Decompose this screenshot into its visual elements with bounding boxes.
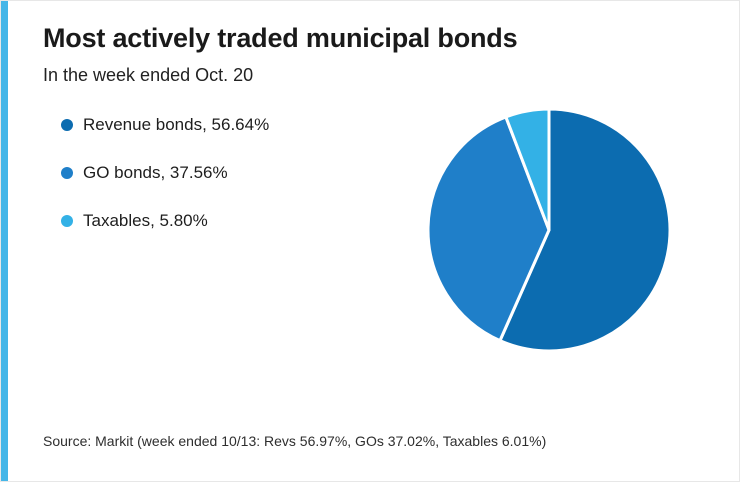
source-note: Source: Markit (week ended 10/13: Revs 5… (43, 433, 547, 449)
pie-chart (426, 107, 672, 353)
pie-slice-taxables (503, 107, 551, 231)
left-accent-bar (1, 1, 8, 481)
legend-item-taxables: Taxables, 5.80% (61, 211, 269, 231)
legend-swatch (61, 167, 73, 179)
chart-subtitle: In the week ended Oct. 20 (43, 65, 254, 85)
pie-slice-revenue-bonds (497, 107, 672, 353)
legend-swatch (61, 215, 73, 227)
legend-item-revenue-bonds: Revenue bonds, 56.64% (61, 115, 269, 135)
legend: Revenue bonds, 56.64% GO bonds, 37.56% T… (61, 115, 269, 231)
legend-swatch (61, 119, 73, 131)
legend-label: Revenue bonds, 56.64% (83, 115, 270, 134)
pie-slice-go-bonds (426, 115, 551, 343)
legend-label: GO bonds, 37.56% (83, 163, 228, 182)
legend-label: Taxables, 5.80% (83, 211, 208, 230)
chart-title: Most actively traded municipal bonds (43, 23, 518, 53)
legend-item-go-bonds: GO bonds, 37.56% (61, 163, 269, 183)
